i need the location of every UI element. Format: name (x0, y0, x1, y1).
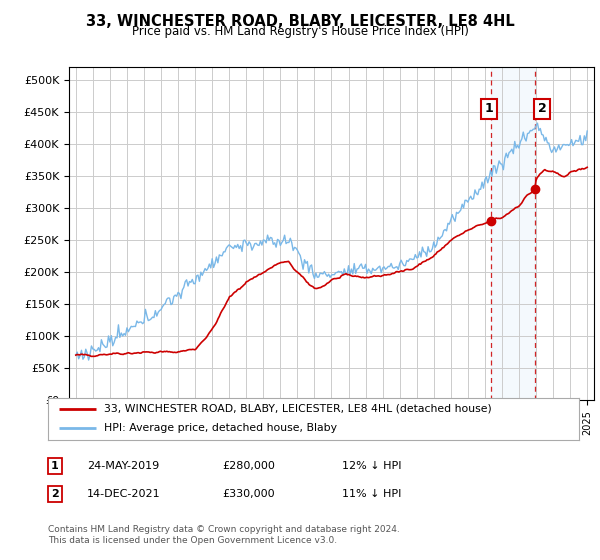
Text: HPI: Average price, detached house, Blaby: HPI: Average price, detached house, Blab… (104, 423, 337, 433)
Text: 2: 2 (51, 489, 59, 499)
Text: 1: 1 (51, 461, 59, 471)
Text: 11% ↓ HPI: 11% ↓ HPI (342, 489, 401, 499)
Text: Contains HM Land Registry data © Crown copyright and database right 2024.
This d: Contains HM Land Registry data © Crown c… (48, 525, 400, 545)
Text: 33, WINCHESTER ROAD, BLABY, LEICESTER, LE8 4HL (detached house): 33, WINCHESTER ROAD, BLABY, LEICESTER, L… (104, 404, 491, 414)
Text: Price paid vs. HM Land Registry's House Price Index (HPI): Price paid vs. HM Land Registry's House … (131, 25, 469, 38)
Text: 14-DEC-2021: 14-DEC-2021 (87, 489, 161, 499)
Text: £330,000: £330,000 (222, 489, 275, 499)
Text: 24-MAY-2019: 24-MAY-2019 (87, 461, 159, 471)
Text: 2: 2 (538, 102, 547, 115)
Text: 1: 1 (484, 102, 493, 115)
Text: 12% ↓ HPI: 12% ↓ HPI (342, 461, 401, 471)
Bar (491, 67, 535, 400)
Text: 33, WINCHESTER ROAD, BLABY, LEICESTER, LE8 4HL: 33, WINCHESTER ROAD, BLABY, LEICESTER, L… (86, 14, 514, 29)
Text: £280,000: £280,000 (222, 461, 275, 471)
